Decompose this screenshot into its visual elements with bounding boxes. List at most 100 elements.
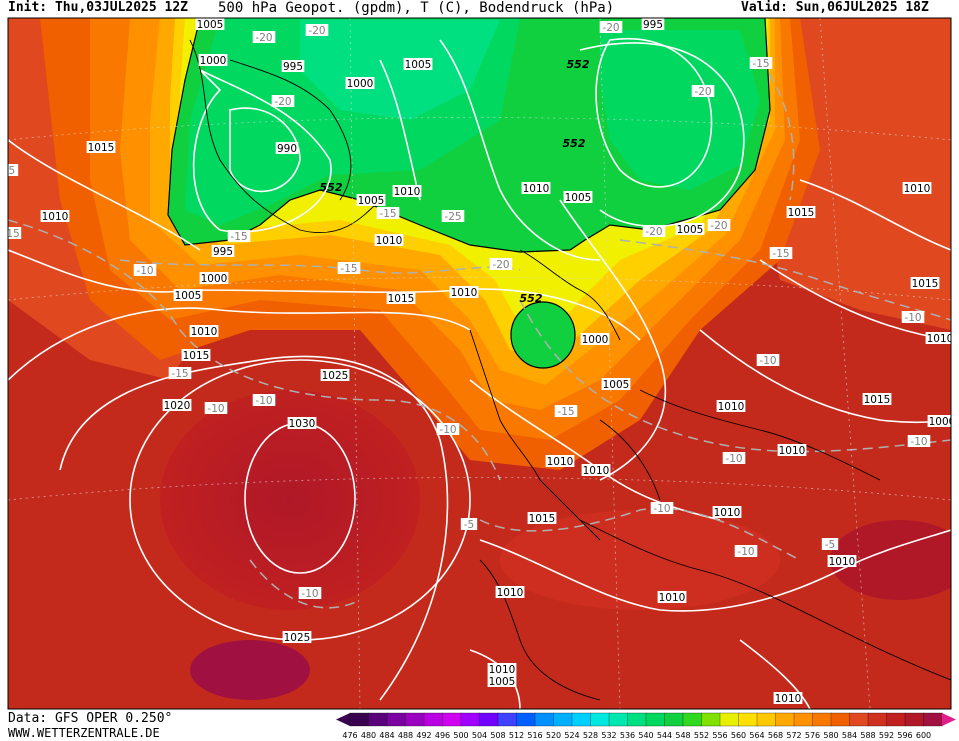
temperature-label: -10 <box>756 354 780 367</box>
legend-swatch <box>479 712 499 727</box>
svg-text:1010: 1010 <box>927 333 954 345</box>
svg-text:-10: -10 <box>255 395 272 407</box>
color-legend: 476 480 484 488 492 496 500 504 508 512 516 520 524 5… <box>336 712 956 740</box>
svg-text:552: 552 <box>563 137 586 150</box>
svg-text:1000: 1000 <box>200 55 227 67</box>
isobar-label: 1010 <box>40 210 70 223</box>
svg-text:-15: -15 <box>171 368 188 380</box>
temperature-label: -20 <box>252 31 276 44</box>
svg-text:-25: -25 <box>444 211 461 223</box>
isobar-label: 1005 <box>563 191 593 204</box>
temperature-label: -20 <box>691 85 715 98</box>
init-time: Init: Thu,03JUL2025 12Z <box>8 0 189 15</box>
legend-swatch <box>867 712 888 727</box>
legend-tick-label: 476 <box>342 731 357 740</box>
legend-swatch <box>849 712 869 727</box>
svg-text:1010: 1010 <box>659 592 686 604</box>
legend-tick-label: 576 <box>805 731 820 740</box>
svg-text:1005: 1005 <box>603 379 630 391</box>
svg-text:1010: 1010 <box>829 556 856 568</box>
legend-swatch <box>719 712 740 727</box>
temperature-label: -15 <box>227 230 251 243</box>
temperature-label: -10 <box>298 587 322 600</box>
svg-text:15: 15 <box>6 228 19 240</box>
legend-tick-label: 564 <box>749 731 764 740</box>
temperature-label: -5 <box>460 518 478 531</box>
svg-text:1010: 1010 <box>583 465 610 477</box>
isobar-label: 1000 <box>927 415 951 428</box>
svg-text:1005: 1005 <box>405 59 432 71</box>
field-teal <box>300 20 500 120</box>
temperature-label: -10 <box>436 423 460 436</box>
legend-swatch <box>460 712 481 727</box>
svg-text:1015: 1015 <box>912 278 939 290</box>
legend-swatch <box>793 712 814 727</box>
legend-swatch <box>627 712 647 727</box>
legend-tick-label: 548 <box>675 731 690 740</box>
svg-text:1010: 1010 <box>779 445 806 457</box>
svg-text:1015: 1015 <box>388 293 415 305</box>
svg-text:1030: 1030 <box>289 418 316 430</box>
temperature-label: -10 <box>252 394 276 407</box>
svg-text:-10: -10 <box>439 424 456 436</box>
isobar-label: 1000 <box>345 77 375 90</box>
isotherm-lines <box>8 59 951 609</box>
isobar-label: 1010 <box>716 400 746 413</box>
svg-text:1015: 1015 <box>88 142 115 154</box>
svg-text:1010: 1010 <box>547 456 574 468</box>
legend-tick-label: 540 <box>638 731 653 740</box>
temperature-label: -20 <box>489 258 513 271</box>
legend-tick-label: 580 <box>823 731 838 740</box>
legend-swatch <box>830 712 851 727</box>
legend-tick-label: 600 <box>916 731 931 740</box>
isobar-label: 1010 <box>902 182 932 195</box>
isobar-label: 1010 <box>449 286 479 299</box>
temperature-label: -15 <box>337 262 361 275</box>
legend-tick-label: 568 <box>768 731 783 740</box>
isobar-label: 1010 <box>495 586 525 599</box>
svg-text:-10: -10 <box>136 265 153 277</box>
legend-tick-label: 532 <box>601 731 616 740</box>
isobar-label: 1005 <box>173 289 203 302</box>
svg-text:1010: 1010 <box>191 326 218 338</box>
legend-tick-label: 508 <box>490 731 505 740</box>
legend-swatch <box>904 712 925 727</box>
legend-swatch <box>682 712 703 727</box>
isobar-label: 1015 <box>86 141 116 154</box>
legend-swatch <box>701 712 721 727</box>
isobar-label: 1000 <box>199 272 229 285</box>
svg-text:-10: -10 <box>759 355 776 367</box>
temperature-label: -15 <box>749 57 773 70</box>
legend-tick-label: 516 <box>527 731 542 740</box>
svg-text:1015: 1015 <box>183 350 210 362</box>
svg-text:1005: 1005 <box>565 192 592 204</box>
isobar-label: 1015 <box>181 349 211 362</box>
svg-text:1010: 1010 <box>497 587 524 599</box>
temperature-label: -15 <box>168 367 192 380</box>
temperature-label: -10 <box>907 435 931 448</box>
legend-tick-label: 596 <box>897 731 912 740</box>
svg-text:-10: -10 <box>904 312 921 324</box>
svg-text:-15: -15 <box>752 58 769 70</box>
svg-text:1010: 1010 <box>42 211 69 223</box>
svg-text:-15: -15 <box>230 231 247 243</box>
isobar-label: 1015 <box>862 393 892 406</box>
temperature-label: -15 <box>554 405 578 418</box>
isobar-label: 1015 <box>386 292 416 305</box>
temperature-label: -10 <box>204 402 228 415</box>
svg-text:-20: -20 <box>274 96 291 108</box>
isobar-label: 1010 <box>773 692 803 705</box>
svg-text:1015: 1015 <box>788 207 815 219</box>
legend-swatch <box>923 712 943 727</box>
temperature-label: -20 <box>642 225 666 238</box>
geopotential-label: 552 <box>520 292 543 305</box>
geopotential-labels: 552 552 552 552 <box>320 58 590 305</box>
svg-text:1005: 1005 <box>358 195 385 207</box>
temperature-label: -20 <box>707 219 731 232</box>
svg-text:-20: -20 <box>645 226 662 238</box>
legend-swatch <box>386 712 407 727</box>
isobar-label: 1005 <box>403 58 433 71</box>
legend-tick-label: 520 <box>546 731 561 740</box>
legend-swatch <box>516 712 536 727</box>
